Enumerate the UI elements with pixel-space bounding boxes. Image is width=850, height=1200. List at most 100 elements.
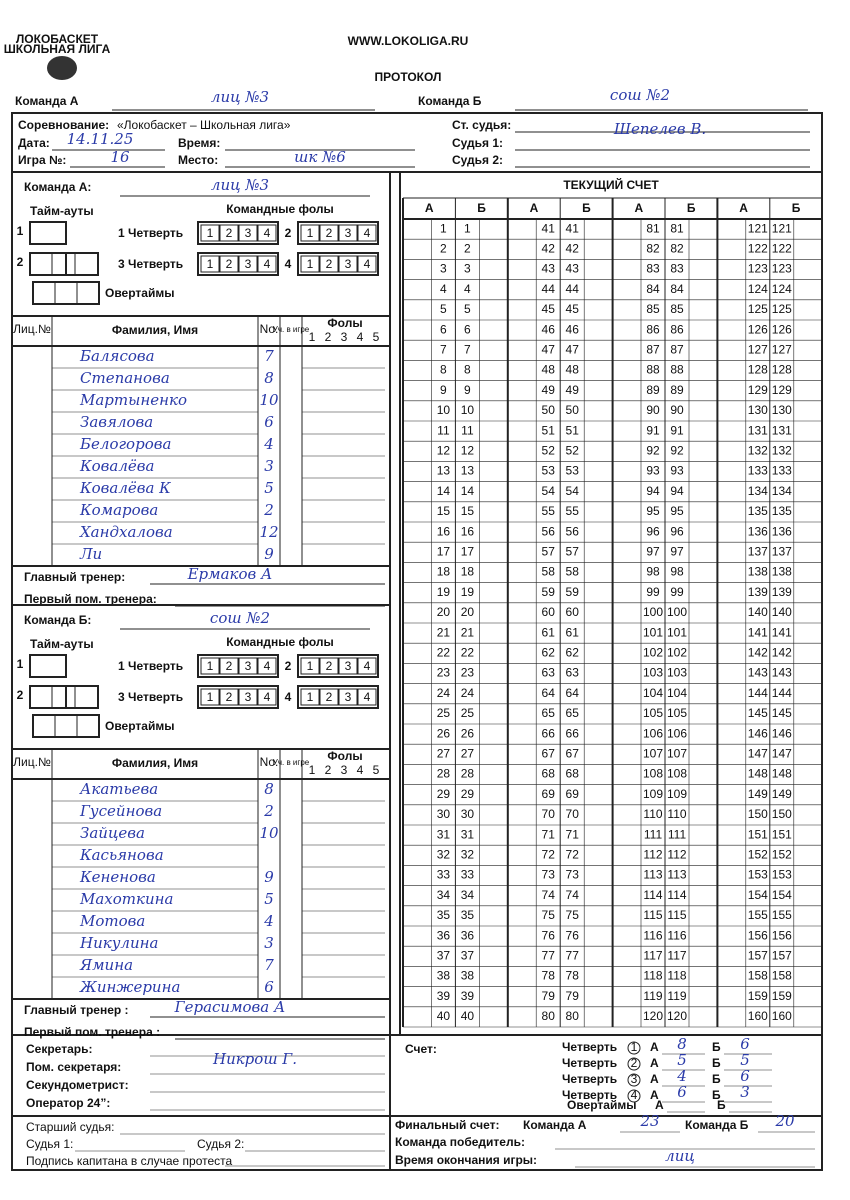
box [219, 224, 239, 242]
score-number: 75 [566, 908, 580, 922]
box [357, 224, 377, 242]
score-number: 4 [440, 282, 447, 296]
label: Четверть [562, 1072, 617, 1086]
foul-box-number: 2 [326, 226, 333, 240]
label: Б [712, 1088, 721, 1102]
foul-box-number: 4 [264, 226, 271, 240]
score-number: 54 [566, 484, 580, 498]
score-number: 60 [542, 605, 556, 619]
foul-number: 4 [357, 763, 364, 777]
foul-box-number: 4 [364, 226, 371, 240]
box [319, 688, 339, 706]
label: Подпись капитана в случае протеста [26, 1154, 233, 1168]
score-number: 118 [643, 969, 662, 983]
player-number: 3 [264, 457, 274, 475]
score-number: 61 [542, 625, 556, 639]
score-number: 12 [461, 443, 475, 457]
score-number: 70 [566, 807, 580, 821]
foul-box-number: 2 [326, 690, 333, 704]
score-number: 27 [461, 746, 475, 760]
score-number: 86 [670, 322, 684, 336]
label: Тайм-ауты [30, 204, 94, 218]
score-number: 15 [437, 504, 451, 518]
score-number: 64 [542, 686, 556, 700]
score-number: 56 [566, 524, 580, 538]
label: Оператор 24”: [26, 1096, 110, 1110]
score-number: 140 [772, 605, 792, 619]
quarter-score-b: 3 [740, 1083, 750, 1101]
player-number: 10 [259, 391, 279, 409]
foul-box-number: 1 [307, 226, 314, 240]
score-number: 140 [748, 605, 768, 619]
score-number: 102 [667, 645, 687, 659]
score-number: 132 [772, 443, 792, 457]
score-number: 49 [542, 383, 556, 397]
foul-box-number: 1 [307, 690, 314, 704]
score-number: 20 [437, 605, 451, 619]
score-number: 107 [643, 746, 663, 760]
score-number: 35 [461, 908, 475, 922]
team-label: Команда А: [24, 180, 91, 194]
score-number: 59 [566, 585, 580, 599]
foul-number: 3 [341, 763, 348, 777]
label: Тайм-ауты [30, 637, 94, 651]
score-number: 106 [667, 726, 687, 740]
score-number: 110 [643, 807, 662, 821]
box [357, 657, 377, 675]
box [319, 255, 339, 273]
score-number: 139 [748, 585, 768, 599]
score-number: 127 [772, 342, 792, 356]
score-number: 126 [772, 322, 792, 336]
score-number: 87 [670, 342, 684, 356]
score-number: 57 [566, 544, 580, 558]
score-number: 106 [643, 726, 663, 740]
label: А [650, 1056, 659, 1070]
score-number: 70 [542, 807, 556, 821]
score-number: 143 [748, 666, 768, 680]
score-number: 23 [461, 666, 475, 680]
player-name: Балясова [79, 347, 155, 365]
label: Овертаймы [105, 286, 174, 300]
quarter-score-a: 8 [677, 1035, 687, 1053]
score-number: 37 [437, 948, 451, 962]
score-number: 152 [748, 847, 768, 861]
foul-number: 1 [309, 330, 316, 344]
score-number: 103 [667, 666, 687, 680]
label: Судья 2: [452, 153, 503, 167]
score-number: 146 [748, 726, 768, 740]
score-number: 52 [542, 443, 556, 457]
score-number: 138 [748, 565, 768, 579]
score-number: 73 [566, 868, 580, 882]
player-name: Зайцева [80, 824, 145, 842]
box [257, 255, 277, 273]
score-number: 155 [772, 908, 792, 922]
score-number: 43 [542, 262, 556, 276]
score-number: 136 [772, 524, 792, 538]
logo-ball [47, 56, 77, 80]
score-number: 17 [437, 544, 451, 558]
score-number: 19 [461, 585, 475, 599]
score-number: 55 [542, 504, 556, 518]
quarter-score-b: 5 [740, 1051, 750, 1069]
score-number: 32 [437, 847, 451, 861]
score-number: 116 [643, 928, 662, 942]
score-number: 111 [644, 827, 663, 841]
label: Овертаймы [105, 719, 174, 733]
label: Четверть [562, 1056, 617, 1070]
col-header: Б [792, 201, 801, 215]
score-number: 10 [437, 403, 451, 417]
score-number: 29 [437, 787, 451, 801]
box [219, 657, 239, 675]
box [300, 255, 320, 273]
score-number: 73 [542, 868, 556, 882]
score-number: 121 [772, 221, 792, 235]
score-number: 95 [646, 504, 660, 518]
score-number: 31 [461, 827, 475, 841]
quarter-label: 3 Четверть [118, 690, 183, 704]
player-number: 8 [264, 369, 274, 387]
score-number: 79 [542, 989, 556, 1003]
player-name: Мартыненко [79, 391, 187, 409]
label: Б [712, 1072, 721, 1086]
score-number: 69 [542, 787, 556, 801]
score-number: 46 [566, 322, 580, 336]
